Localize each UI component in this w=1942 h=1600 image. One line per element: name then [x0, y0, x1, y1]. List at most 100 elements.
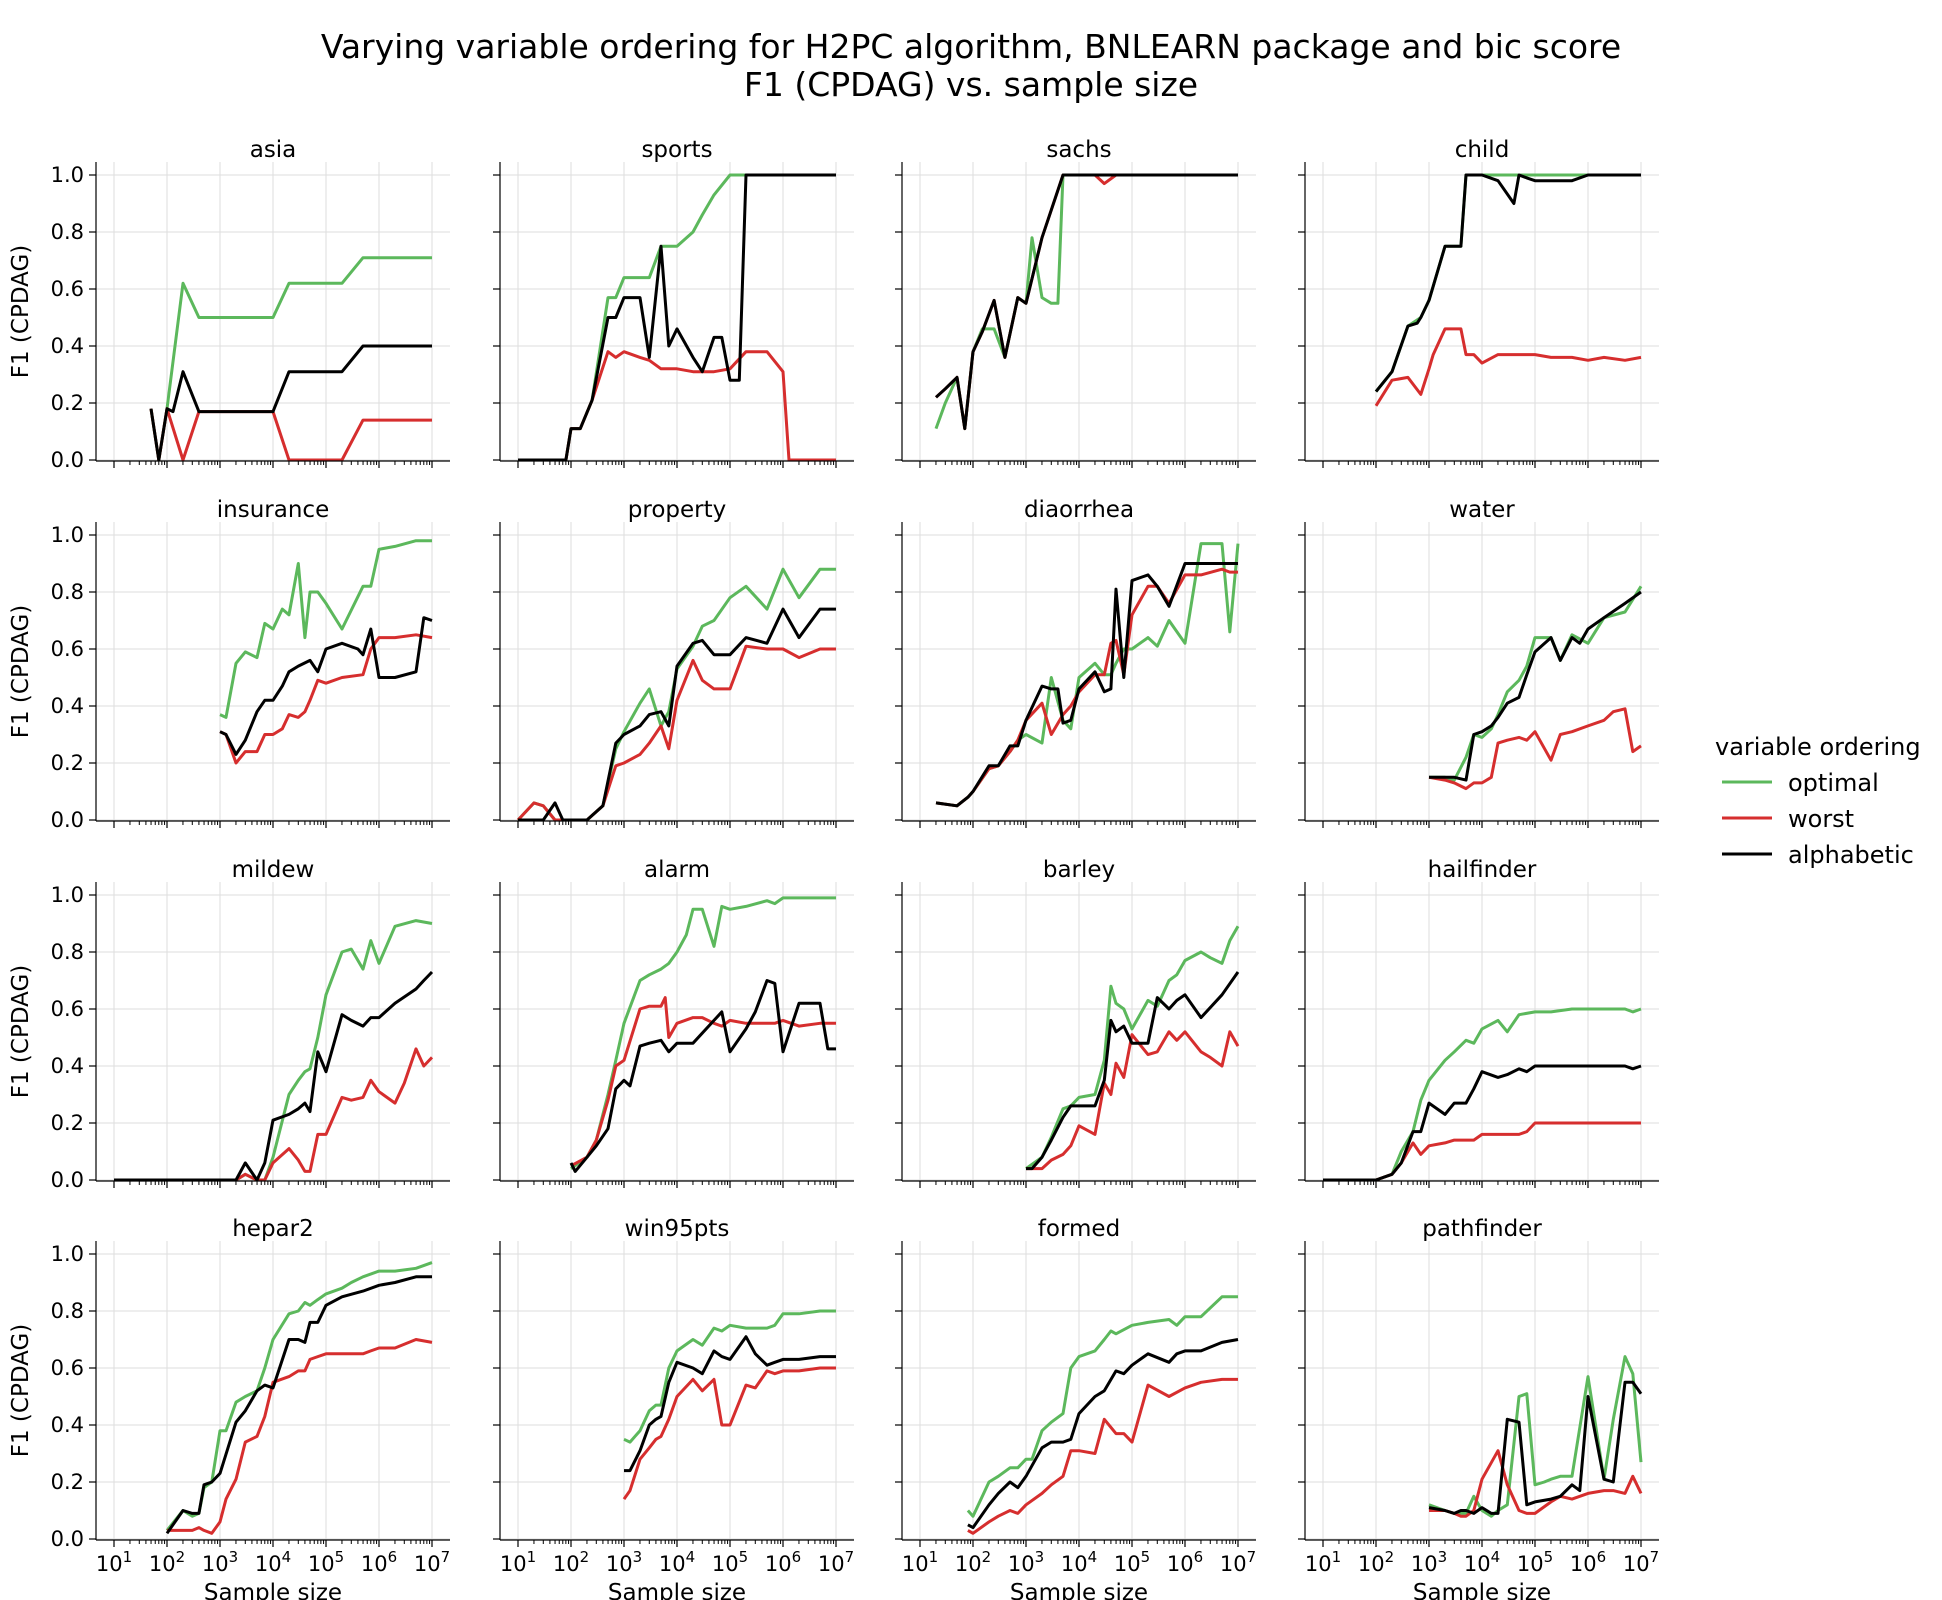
y-tick-label: 0.0 — [51, 1168, 84, 1192]
series-line-alphabetic — [165, 1275, 432, 1535]
x-tick-label: 101 — [96, 1548, 132, 1576]
x-tick-label: 101 — [902, 1548, 938, 1576]
panel-insurance: insurance 0.0 0.2 0.4 0.6 0.8 1.0 F1 (CPDAG) — [8, 497, 450, 832]
panel-barley: barley — [895, 857, 1256, 1188]
panel-title: pathfinder — [1422, 1216, 1542, 1242]
panel-formed: formed 101 102 103 104 105 106 107 Sample size — [895, 1216, 1256, 1600]
series-line-alphabetic — [219, 616, 433, 756]
x-tick-label: 106 — [1167, 1548, 1203, 1576]
panel-title: hailfinder — [1428, 857, 1537, 883]
series-line-optimal — [1428, 1355, 1643, 1518]
y-tick-label: 0.8 — [51, 580, 84, 604]
panel-title: diaorrhea — [1024, 497, 1134, 523]
y-tick-label: 0.2 — [51, 391, 84, 415]
y-tick-label: 0.0 — [51, 448, 84, 472]
legend: variable ordering optimal worst alphabet… — [1715, 733, 1921, 869]
x-tick-label: 103 — [202, 1548, 238, 1576]
x-tick-label: 102 — [955, 1548, 991, 1576]
x-axis-label: Sample size — [1010, 1580, 1148, 1600]
series-line-alphabetic — [1429, 590, 1642, 782]
figure-title-line1: Varying variable ordering for H2PC algor… — [321, 27, 1621, 66]
series-line-alphabetic — [518, 607, 836, 822]
y-tick-label: 0.6 — [51, 997, 84, 1021]
series-line-worst — [1374, 327, 1642, 407]
series-line-optimal — [149, 256, 432, 462]
series-line-optimal — [165, 1261, 433, 1532]
panel-sports: sports — [493, 137, 854, 468]
series-line-optimal — [934, 173, 1238, 431]
series-line-optimal — [935, 542, 1240, 808]
x-tick-label: 102 — [553, 1548, 589, 1576]
x-axis-label: Sample size — [608, 1580, 746, 1600]
series-line-alphabetic — [1026, 971, 1240, 1171]
panel-title: hepar2 — [232, 1216, 314, 1242]
series-line-worst — [570, 996, 836, 1168]
legend-label-optimal: optimal — [1788, 769, 1879, 797]
x-tick-label: 103 — [606, 1548, 642, 1576]
panel-title: child — [1455, 137, 1510, 163]
panel-title: mildew — [232, 857, 315, 883]
y-tick-label: 1.0 — [51, 163, 84, 187]
panel-alarm: alarm — [493, 857, 854, 1188]
series-line-alphabetic — [569, 979, 836, 1173]
y-tick-label: 0.4 — [51, 1413, 84, 1437]
series-line-alphabetic — [1374, 173, 1641, 393]
series-line-worst — [149, 407, 432, 462]
panel-property: property — [493, 497, 854, 828]
x-tick-label: 105 — [712, 1548, 748, 1576]
x-tick-label: 103 — [1008, 1548, 1044, 1576]
y-tick-label: 1.0 — [51, 523, 84, 547]
x-tick-label: 106 — [1570, 1548, 1606, 1576]
x-tick-label: 104 — [255, 1548, 291, 1576]
panel-title: property — [628, 497, 726, 523]
panel-diaorrhea: diaorrhea — [895, 497, 1256, 828]
x-tick-label: 101 — [500, 1548, 536, 1576]
panel-title: sachs — [1046, 137, 1111, 163]
x-tick-label: 106 — [361, 1548, 397, 1576]
panel-water: water — [1298, 497, 1659, 828]
series-line-alphabetic — [518, 173, 836, 462]
panel-pathfinder: pathfinder 101 102 103 104 105 106 107 Sample si… — [1298, 1216, 1659, 1600]
panel-hailfinder: hailfinder — [1298, 857, 1659, 1188]
y-tick-label: 0.8 — [51, 940, 84, 964]
series-line-worst — [934, 173, 1238, 431]
y-axis-label: F1 (CPDAG) — [8, 605, 34, 739]
y-tick-label: 1.0 — [51, 1242, 84, 1266]
y-tick-label: 0.8 — [51, 220, 84, 244]
y-tick-label: 1.0 — [51, 883, 84, 907]
series-line-worst — [967, 1377, 1238, 1535]
y-tick-label: 0.4 — [51, 1054, 84, 1078]
series-line-worst — [1026, 1030, 1240, 1171]
figure-title-line2: F1 (CPDAG) vs. sample size — [744, 65, 1198, 104]
legend-label-alphabetic: alphabetic — [1788, 841, 1914, 869]
legend-title: variable ordering — [1715, 733, 1921, 761]
x-tick-label: 105 — [1114, 1548, 1150, 1576]
x-tick-label: 105 — [1517, 1548, 1553, 1576]
y-axis-label: F1 (CPDAG) — [8, 965, 34, 1099]
x-axis-label: Sample size — [204, 1580, 342, 1600]
y-tick-label: 0.0 — [51, 1527, 84, 1551]
y-tick-label: 0.2 — [51, 751, 84, 775]
x-tick-label: 104 — [659, 1548, 695, 1576]
x-tick-label: 105 — [308, 1548, 344, 1576]
y-tick-label: 0.0 — [51, 808, 84, 832]
series-line-optimal — [966, 1295, 1238, 1518]
series-line-alphabetic — [967, 1338, 1239, 1530]
panel-asia: asia 0.0 0.2 0.4 0.6 0.8 1.0 F1 (CPDAG) — [8, 137, 450, 472]
series-line-alphabetic — [114, 970, 434, 1182]
y-tick-label: 0.6 — [51, 277, 84, 301]
series-line-optimal — [1025, 925, 1240, 1170]
series-line-worst — [219, 633, 433, 765]
x-tick-label: 107 — [818, 1548, 854, 1576]
panel-title: alarm — [644, 857, 710, 883]
panel-title: water — [1449, 497, 1515, 523]
series-line-worst — [167, 1338, 433, 1535]
small-multiples-grid: asia 0.0 0.2 0.4 0.6 0.8 1.0 F1 (CPDAG) sports sa… — [8, 137, 1659, 1600]
x-tick-label: 104 — [1061, 1548, 1097, 1576]
series-line-worst — [1428, 707, 1642, 791]
series-line-optimal — [623, 1309, 836, 1444]
series-line-worst — [1429, 1449, 1643, 1518]
series-line-alphabetic — [934, 173, 1238, 431]
series-line-optimal — [219, 539, 432, 719]
x-tick-label: 106 — [765, 1548, 801, 1576]
